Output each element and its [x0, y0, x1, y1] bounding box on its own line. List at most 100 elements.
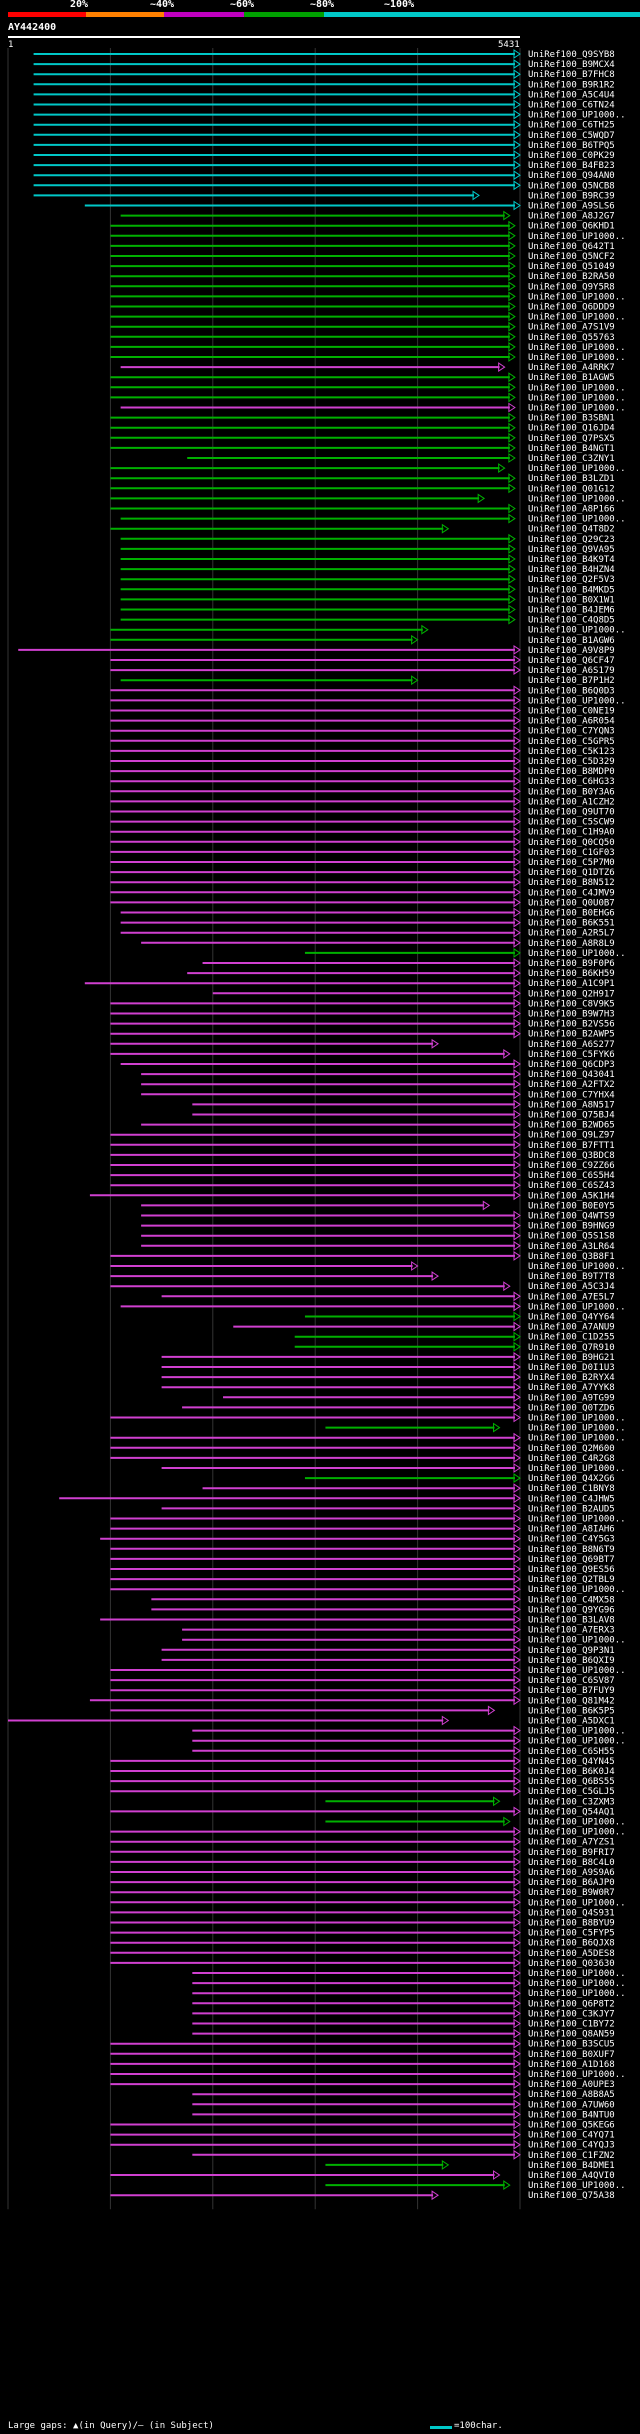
hit-row[interactable]: UniRef100_Q5S1S8 [141, 1230, 615, 1242]
hit-row[interactable]: UniRef100_B0Y3A6 [110, 786, 615, 797]
hit-row[interactable]: UniRef100_A4QVI0 [110, 2170, 615, 2181]
hit-label[interactable]: UniRef100_UP1000.. [528, 1979, 626, 1989]
hit-label[interactable]: UniRef100_B4FB23 [528, 161, 615, 171]
hit-label[interactable]: UniRef100_UP1000.. [528, 111, 626, 121]
hit-label[interactable]: UniRef100_B4MKD5 [528, 585, 615, 595]
hit-label[interactable]: UniRef100_A5C3J4 [528, 1282, 615, 1292]
hit-row[interactable]: UniRef100_C5WQD7 [33, 129, 615, 141]
hit-label[interactable]: UniRef100_Q3BDC8 [528, 1151, 615, 1161]
hit-label[interactable]: UniRef100_UP1000.. [528, 1515, 626, 1525]
hit-row[interactable]: UniRef100_UP1000.. [110, 1412, 626, 1424]
hit-label[interactable]: UniRef100_B2WD65 [528, 1121, 615, 1131]
hit-label[interactable]: UniRef100_B3LAV8 [528, 1616, 615, 1626]
hit-row[interactable]: UniRef100_A8J2G7 [120, 210, 615, 222]
hit-row[interactable]: UniRef100_B6K5P5 [110, 1705, 615, 1716]
hit-label[interactable]: UniRef100_A7YZS1 [528, 1838, 615, 1848]
hit-row[interactable]: UniRef100_B3SBN1 [110, 412, 615, 424]
hit-label[interactable]: UniRef100_C7YHX4 [528, 1090, 615, 1100]
hit-row[interactable]: UniRef100_A5DES8 [110, 1947, 615, 1959]
hit-label[interactable]: UniRef100_Q2H917 [528, 989, 615, 999]
hit-label[interactable]: UniRef100_Q4T8D2 [528, 525, 615, 535]
hit-row[interactable]: UniRef100_C6HG33 [110, 776, 615, 787]
hit-row[interactable]: UniRef100_B1AGW6 [110, 634, 615, 646]
hit-row[interactable]: UniRef100_A8R8L9 [141, 937, 615, 949]
hit-row[interactable]: UniRef100_B8C4L0 [110, 1856, 615, 1868]
hit-label[interactable]: UniRef100_B2RA50 [528, 272, 615, 282]
hit-row[interactable]: UniRef100_UP1000.. [110, 695, 626, 706]
hit-row[interactable]: UniRef100_B7FHC8 [33, 69, 615, 80]
hit-row[interactable]: UniRef100_Q1DTZ6 [110, 867, 615, 878]
hit-row[interactable]: UniRef100_UP1000.. [110, 624, 626, 636]
hit-row[interactable]: UniRef100_C0NE19 [110, 705, 615, 717]
hit-label[interactable]: UniRef100_Q9Y5R8 [528, 282, 615, 292]
hit-row[interactable]: UniRef100_A8P166 [110, 503, 615, 515]
hit-row[interactable]: UniRef100_UP1000.. [304, 947, 626, 959]
hit-label[interactable]: UniRef100_B8N512 [528, 878, 615, 888]
hit-row[interactable]: UniRef100_C4Q8D5 [120, 614, 615, 626]
hit-row[interactable]: UniRef100_C5SCW9 [110, 816, 615, 828]
hit-row[interactable]: UniRef100_Q0U0B7 [110, 897, 615, 908]
hit-row[interactable]: UniRef100_UP1000.. [325, 1422, 626, 1434]
hit-row[interactable]: UniRef100_C4MX58 [151, 1594, 615, 1605]
hit-row[interactable]: UniRef100_C4JMV9 [110, 887, 615, 898]
hit-row[interactable]: UniRef100_C1GF03 [110, 846, 615, 858]
hit-label[interactable]: UniRef100_UP1000.. [528, 1414, 626, 1424]
hit-label[interactable]: UniRef100_Q9ES56 [528, 1565, 615, 1575]
hit-label[interactable]: UniRef100_A7ANU9 [528, 1323, 615, 1333]
hit-row[interactable]: UniRef100_C5GPR5 [110, 735, 615, 747]
hit-row[interactable]: UniRef100_UP1000.. [110, 463, 626, 474]
hit-row[interactable]: UniRef100_C6SV87 [110, 1675, 615, 1686]
hit-label[interactable]: UniRef100_C5P7M0 [528, 858, 615, 868]
hit-label[interactable]: UniRef100_UP1000.. [528, 949, 626, 959]
hit-label[interactable]: UniRef100_UP1000.. [528, 515, 626, 525]
hit-label[interactable]: UniRef100_B9MCX4 [528, 60, 615, 70]
hit-label[interactable]: UniRef100_C4YQJ3 [528, 2141, 615, 2151]
hit-label[interactable]: UniRef100_UP1000.. [528, 404, 626, 414]
hit-row[interactable]: UniRef100_Q16JD4 [110, 422, 615, 434]
hit-row[interactable]: UniRef100_Q7PSX5 [110, 432, 615, 444]
hit-label[interactable]: UniRef100_Q4YN45 [528, 1757, 615, 1767]
hit-label[interactable]: UniRef100_UP1000.. [528, 343, 626, 353]
hit-row[interactable]: UniRef100_Q75BJ4 [192, 1109, 615, 1121]
hit-row[interactable]: UniRef100_C6SH55 [192, 1745, 615, 1757]
hit-label[interactable]: UniRef100_Q81M42 [528, 1696, 615, 1706]
hit-label[interactable]: UniRef100_B6QXI9 [528, 1656, 615, 1666]
hit-label[interactable]: UniRef100_UP1000.. [528, 1302, 626, 1312]
hit-label[interactable]: UniRef100_UP1000.. [528, 1666, 626, 1676]
hit-label[interactable]: UniRef100_A9S9A6 [528, 1868, 615, 1878]
hit-row[interactable]: UniRef100_Q6BS55 [110, 1776, 615, 1787]
hit-label[interactable]: UniRef100_C5FYK6 [528, 1050, 615, 1060]
hit-label[interactable]: UniRef100_C6SV87 [528, 1676, 615, 1686]
hit-row[interactable]: UniRef100_C9ZZ66 [110, 1160, 615, 1171]
hit-label[interactable]: UniRef100_C0NE19 [528, 707, 615, 717]
hit-label[interactable]: UniRef100_UP1000.. [528, 1464, 626, 1474]
hit-row[interactable]: UniRef100_A7ANU9 [233, 1321, 615, 1333]
hit-row[interactable]: UniRef100_Q9ES56 [110, 1564, 615, 1575]
hit-label[interactable]: UniRef100_B6K551 [528, 919, 615, 929]
hit-label[interactable]: UniRef100_Q43041 [528, 1070, 615, 1080]
hit-label[interactable]: UniRef100_B3LZD1 [528, 474, 615, 484]
hit-row[interactable]: UniRef100_A7YZS1 [110, 1836, 615, 1848]
hit-label[interactable]: UniRef100_Q8AN59 [528, 2030, 615, 2040]
hit-row[interactable]: UniRef100_A6R054 [110, 715, 615, 727]
hit-label[interactable]: UniRef100_Q9P3N1 [528, 1646, 615, 1656]
hit-row[interactable]: UniRef100_A9TG99 [223, 1392, 615, 1403]
hit-row[interactable]: UniRef100_B9T7T8 [110, 1271, 615, 1282]
hit-label[interactable]: UniRef100_B2AUD5 [528, 1504, 615, 1514]
hit-row[interactable]: UniRef100_A7ERX3 [182, 1624, 615, 1636]
hit-label[interactable]: UniRef100_UP1000.. [528, 383, 626, 393]
hit-label[interactable]: UniRef100_A5DES8 [528, 1949, 615, 1959]
hit-row[interactable]: UniRef100_C4YQJ3 [110, 2139, 615, 2151]
hit-row[interactable]: UniRef100_Q6P8T2 [192, 1998, 615, 2009]
hit-row[interactable]: UniRef100_Q9YG96 [151, 1604, 615, 1615]
hit-label[interactable]: UniRef100_UP1000.. [528, 393, 626, 403]
hit-label[interactable]: UniRef100_Q1DTZ6 [528, 868, 615, 878]
hit-label[interactable]: UniRef100_C4R2G8 [528, 1454, 615, 1464]
hit-label[interactable]: UniRef100_B6TPQ5 [528, 141, 615, 151]
hit-row[interactable]: UniRef100_UP1000.. [110, 1261, 626, 1272]
hit-row[interactable]: UniRef100_B7FTT1 [110, 1139, 615, 1151]
hit-row[interactable]: UniRef100_Q55763 [110, 331, 615, 343]
hit-row[interactable]: UniRef100_C5P7M0 [110, 857, 615, 868]
hit-row[interactable]: UniRef100_B7FUY9 [110, 1685, 615, 1696]
hit-label[interactable]: UniRef100_B7FTT1 [528, 1141, 615, 1151]
